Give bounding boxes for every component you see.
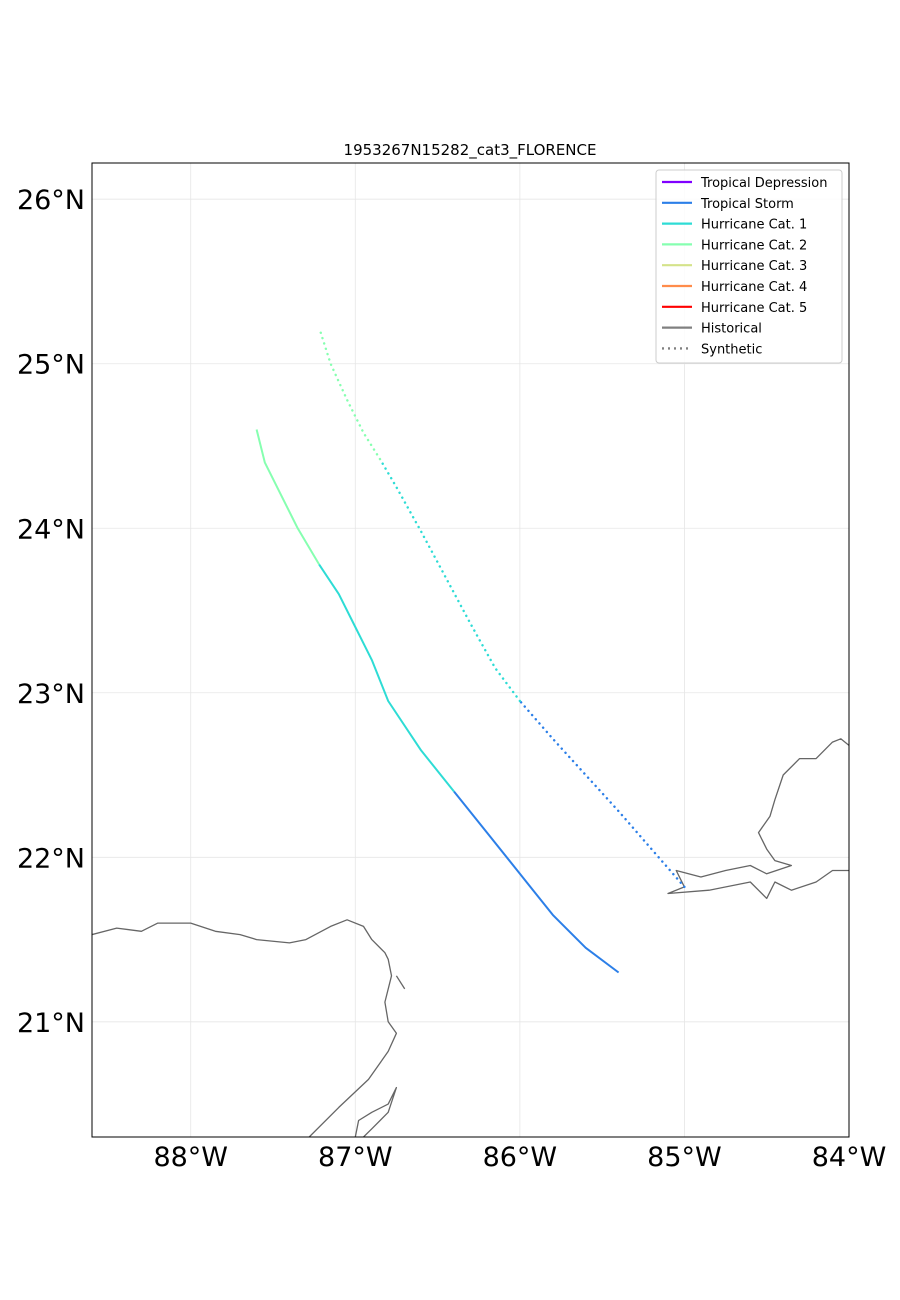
plot-frame bbox=[91, 162, 850, 1138]
x-tick-label-2: 86°W bbox=[483, 1142, 558, 1173]
legend-label-7: Historical bbox=[701, 322, 762, 337]
x-axis-tick-labels: 88°W 87°W 86°W 85°W 84°W bbox=[153, 1142, 886, 1173]
legend-label-1: Tropical Storm bbox=[700, 197, 794, 212]
storm-tracks bbox=[255, 326, 686, 974]
y-tick-label-4: 25°N bbox=[17, 350, 85, 381]
y-tick-label-5: 26°N bbox=[17, 185, 85, 216]
x-tick-label-0: 88°W bbox=[153, 1142, 228, 1173]
synthetic-track-segment-2 bbox=[317, 326, 382, 461]
legend-label-8: Synthetic bbox=[701, 342, 762, 357]
yucatan-coast-line bbox=[92, 919, 398, 1137]
historical-track-segment-0 bbox=[453, 790, 620, 974]
contoy-line bbox=[395, 975, 406, 990]
cuba-coast-line bbox=[667, 738, 849, 900]
cozumel-line bbox=[354, 1086, 398, 1137]
y-tick-label-0: 21°N bbox=[17, 1008, 85, 1039]
chart-title: 1953267N15282_cat3_FLORENCE bbox=[344, 141, 597, 160]
legend-label-3: Hurricane Cat. 2 bbox=[701, 238, 807, 253]
x-tick-label-3: 85°W bbox=[647, 1142, 722, 1173]
synthetic-track-segment-0 bbox=[518, 699, 686, 889]
y-tick-label-1: 22°N bbox=[17, 843, 85, 874]
y-tick-label-2: 23°N bbox=[17, 679, 85, 710]
legend-label-6: Hurricane Cat. 5 bbox=[701, 301, 807, 316]
y-tick-label-3: 24°N bbox=[17, 514, 85, 545]
historical-track-segment-2 bbox=[255, 429, 320, 565]
x-tick-label-1: 87°W bbox=[318, 1142, 393, 1173]
synthetic-track-segment-1 bbox=[378, 457, 522, 703]
y-axis-tick-labels: 21°N 22°N 23°N 24°N 25°N 26°N bbox=[17, 185, 85, 1039]
legend-label-4: Hurricane Cat. 3 bbox=[701, 259, 807, 274]
legend-label-5: Hurricane Cat. 4 bbox=[701, 280, 807, 295]
legend-label-2: Hurricane Cat. 1 bbox=[701, 218, 807, 233]
coastlines bbox=[92, 738, 849, 1137]
legend-label-0: Tropical Depression bbox=[700, 176, 827, 191]
x-tick-label-4: 84°W bbox=[812, 1142, 887, 1173]
legend: Tropical Depression Tropical Storm Hurrica… bbox=[655, 169, 843, 364]
legend-box bbox=[655, 169, 843, 364]
historical-track-segment-1 bbox=[318, 563, 455, 793]
